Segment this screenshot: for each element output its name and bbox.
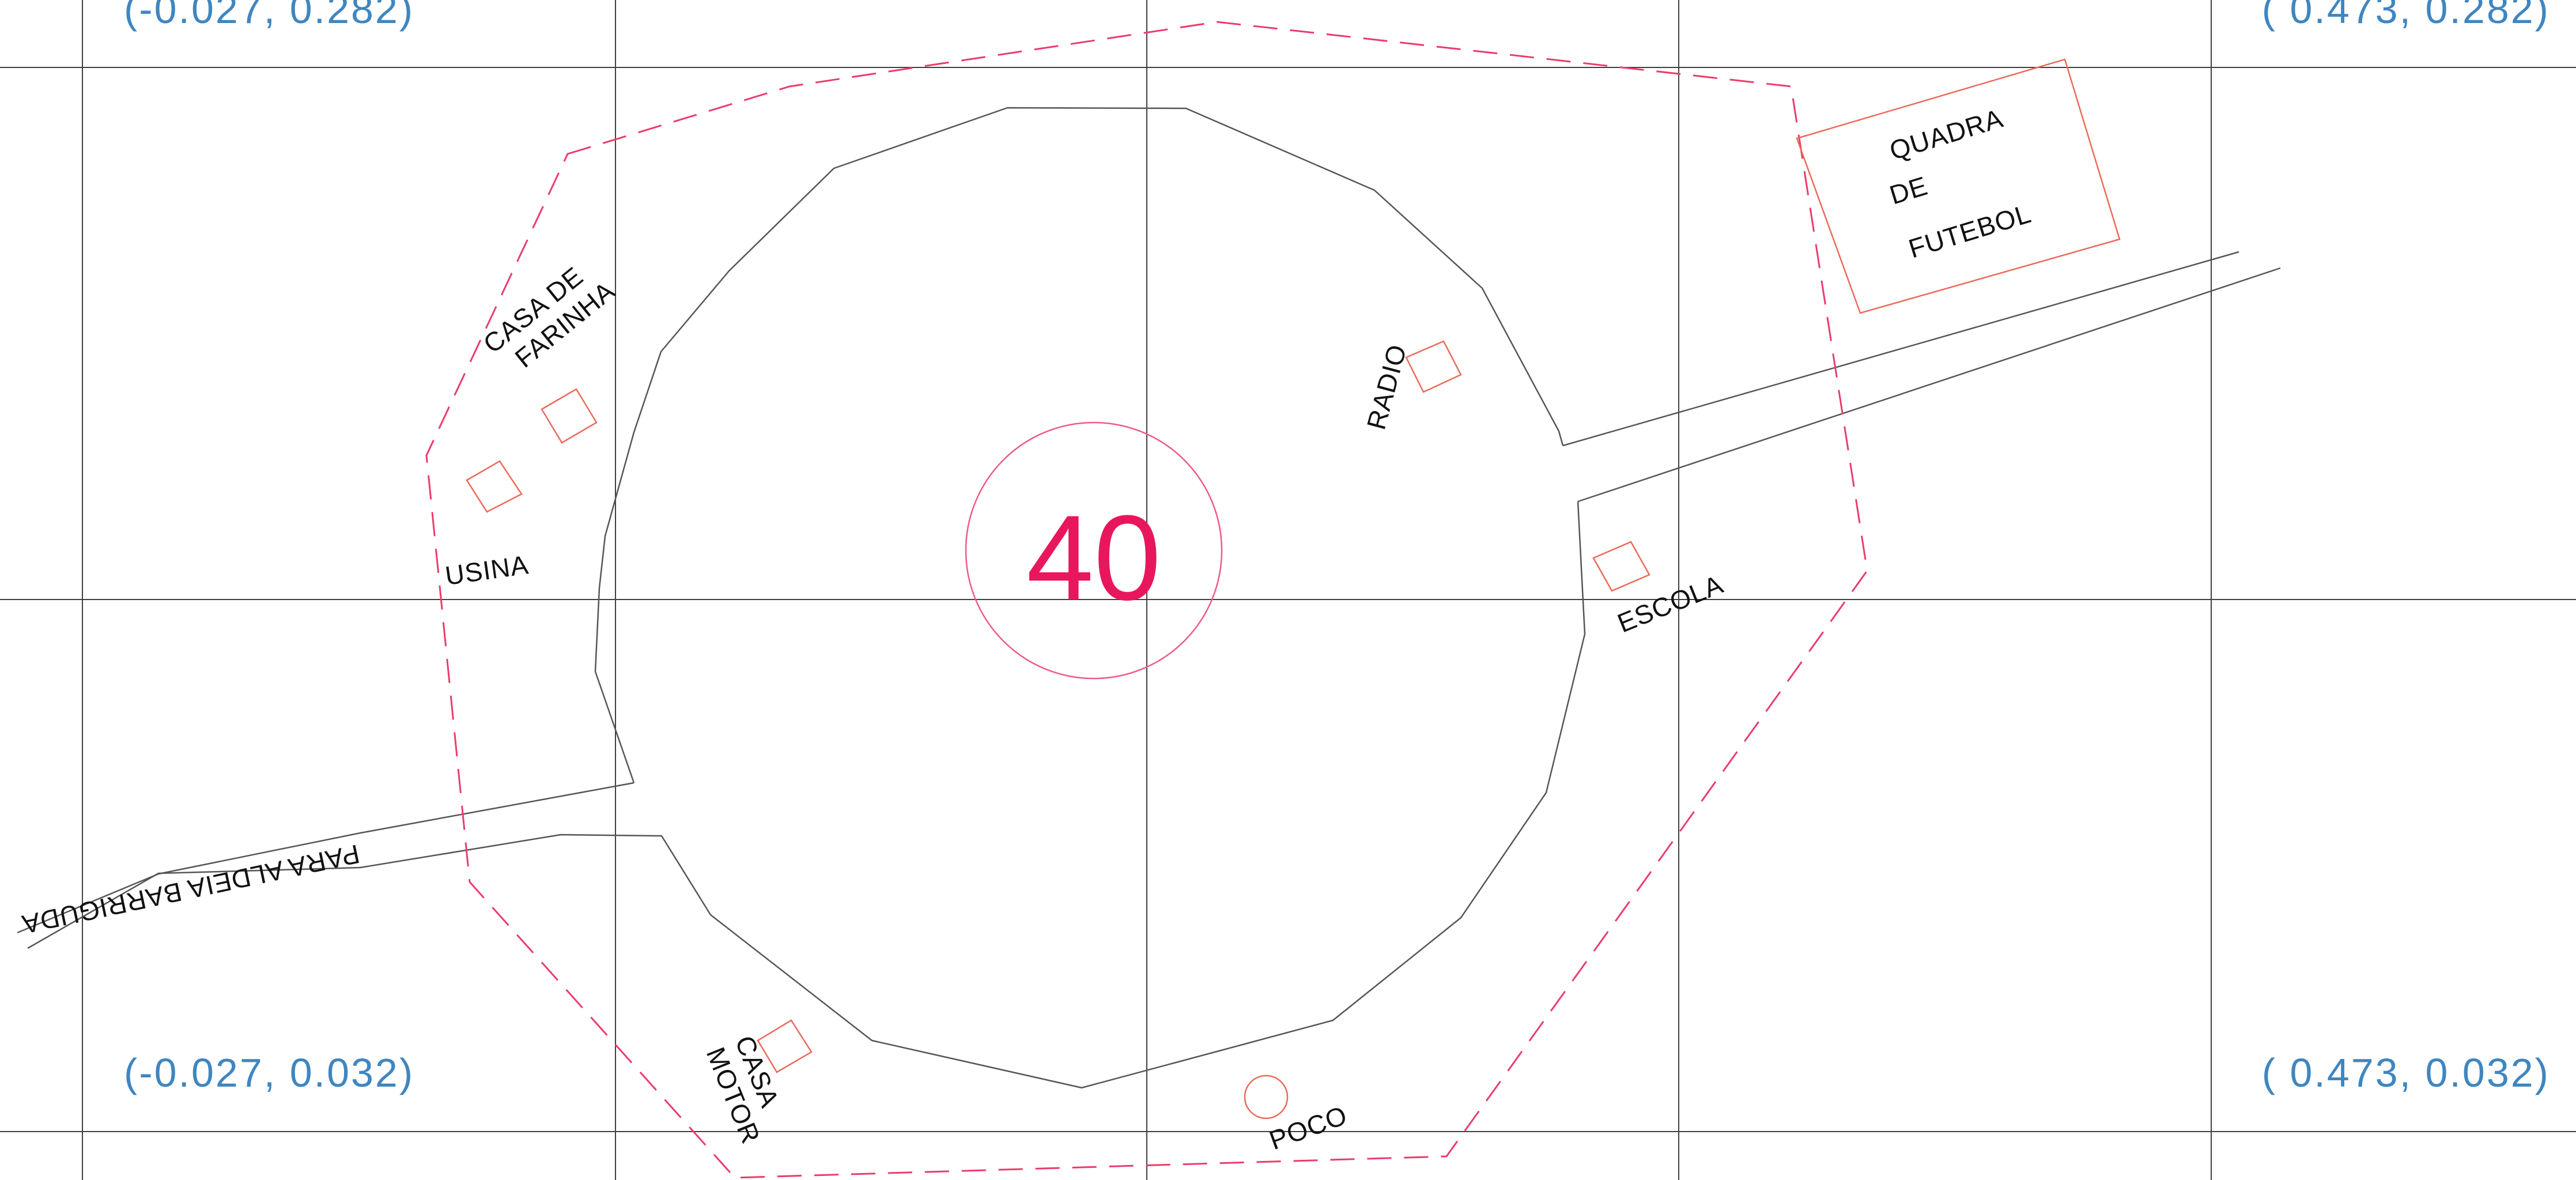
label-radio: RADIO <box>1361 341 1412 433</box>
poco-well <box>1244 1075 1289 1119</box>
usina-building <box>466 460 523 513</box>
label-de: DE <box>1886 171 1931 210</box>
coord-bottom-left: (-0.027, 0.032) <box>124 1050 414 1095</box>
village-number: 40 <box>1026 490 1161 625</box>
coord-top-right: ( 0.473, 0.282) <box>2262 0 2550 32</box>
casa-motor-building <box>757 1019 813 1073</box>
village-boundary <box>425 21 1868 1179</box>
casa-de-farinha-building <box>541 388 598 444</box>
coord-bottom-right: ( 0.473, 0.032) <box>2262 1050 2550 1095</box>
label-usina: USINA <box>443 549 530 591</box>
place-labels: CASA DE FARINHA USINA RADIO QUADRA DE FU… <box>19 103 2034 1156</box>
coord-top-left: (-0.027, 0.282) <box>124 0 414 32</box>
road-to-aldeia-barriguda <box>17 782 634 934</box>
label-futebol: FUTEBOL <box>1905 198 2035 264</box>
quadra-de-futebol <box>1796 58 2121 314</box>
label-quadra: QUADRA <box>1886 103 2007 166</box>
buildings <box>466 58 2121 1119</box>
label-para-aldeia-barriguda: PARA ALDEIA BARRIGUDA <box>19 839 362 940</box>
label-poco: POCO <box>1266 1100 1351 1156</box>
road-east <box>1562 251 2281 503</box>
village-number-circle <box>965 421 1223 680</box>
village-road-outline <box>27 107 1586 1089</box>
radio-building <box>1405 340 1462 393</box>
label-escola: ESCOLA <box>1613 569 1727 638</box>
escola-building <box>1592 541 1650 592</box>
corner-coordinates: (-0.027, 0.282) ( 0.473, 0.282) (-0.027,… <box>124 0 2550 1095</box>
